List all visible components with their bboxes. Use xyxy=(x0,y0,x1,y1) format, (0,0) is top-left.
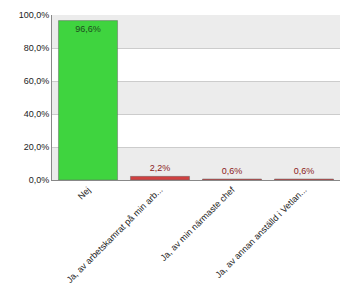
svg-text:0,6%: 0,6% xyxy=(222,166,243,176)
svg-text:96,6%: 96,6% xyxy=(75,24,101,34)
svg-text:60,0%: 60,0% xyxy=(24,76,50,86)
svg-text:80,0%: 80,0% xyxy=(24,43,50,53)
svg-text:2,2%: 2,2% xyxy=(150,163,171,173)
svg-text:100,0%: 100,0% xyxy=(19,10,50,20)
svg-text:Ja, av min närmaste chef: Ja, av min närmaste chef xyxy=(158,184,237,263)
svg-text:0,6%: 0,6% xyxy=(294,166,315,176)
svg-text:Ja, av arbetskamrat på min arb: Ja, av arbetskamrat på min arb... xyxy=(64,185,164,285)
svg-text:0,0%: 0,0% xyxy=(29,175,50,185)
svg-text:Nej: Nej xyxy=(76,185,93,202)
svg-text:Ja, av annan anställd i Vetlan: Ja, av annan anställd i Vetlan... xyxy=(213,185,308,280)
svg-text:20,0%: 20,0% xyxy=(24,142,50,152)
svg-text:40,0%: 40,0% xyxy=(24,109,50,119)
